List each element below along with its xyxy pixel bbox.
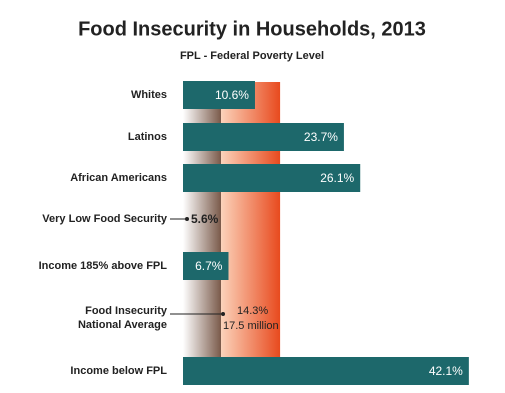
value-label: 6.7% [195, 259, 223, 273]
category-label: Income 185% above FPL [39, 260, 168, 272]
bar [183, 81, 255, 109]
category-label: Very Low Food Security [42, 213, 168, 225]
bar [183, 164, 361, 192]
bar [183, 357, 469, 385]
bar [183, 252, 229, 280]
bar [183, 123, 344, 151]
marker-dot [185, 217, 189, 221]
chart-subtitle: FPL - Federal Poverty Level [180, 50, 324, 62]
chart-title: Food Insecurity in Households, 2013 [78, 18, 426, 40]
marker-dot [221, 312, 226, 316]
value-label: 23.7% [304, 130, 338, 144]
category-label: African Americans [70, 172, 167, 184]
value-label: 42.1% [429, 364, 463, 378]
value-label: 5.6% [191, 212, 219, 226]
value-label: 26.1% [320, 171, 354, 185]
category-label: Whites [131, 89, 167, 101]
category-label: Latinos [128, 131, 167, 143]
value-label: 10.6% [215, 88, 249, 102]
category-label: Food Insecurity National Average [78, 305, 168, 331]
annotation: 17.5 million [223, 320, 279, 332]
category-label: Income below FPL [70, 365, 167, 377]
value-label: 14.3% [237, 305, 268, 317]
